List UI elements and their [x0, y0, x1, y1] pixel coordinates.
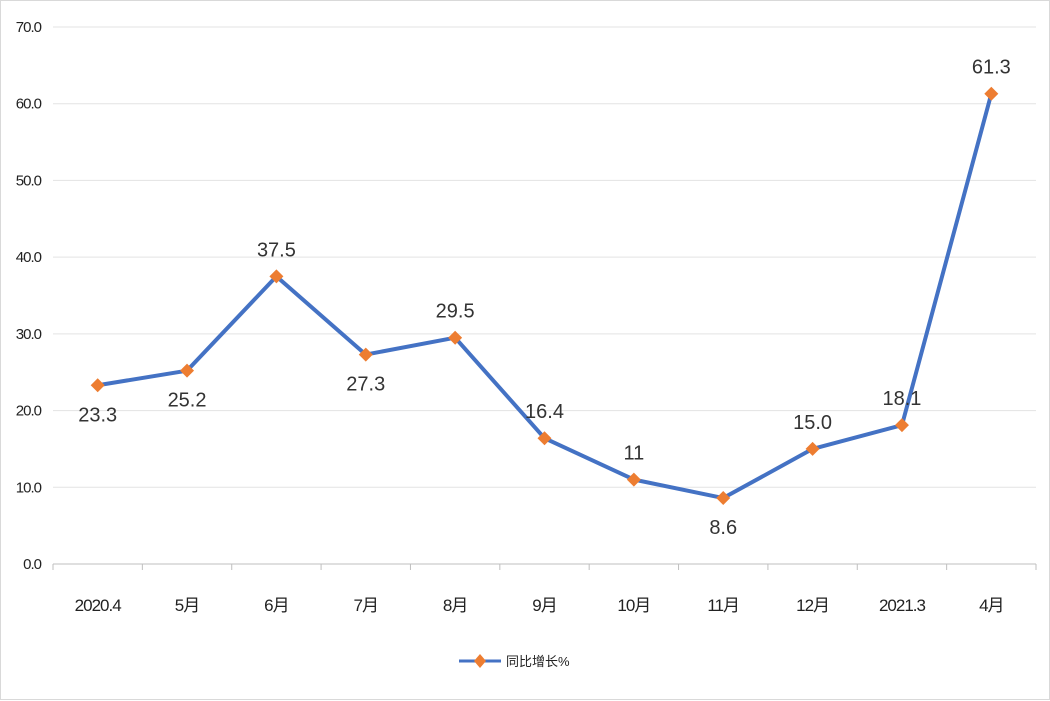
x-tick-label: 5月 — [175, 596, 199, 615]
data-point-marker — [984, 86, 999, 101]
data-point-marker — [358, 347, 373, 362]
data-point-marker — [448, 330, 463, 345]
y-tick-label: 50.0 — [16, 172, 42, 189]
x-tick-label: 10月 — [617, 596, 650, 615]
x-tick-label: 2021.3 — [879, 596, 926, 615]
data-point-marker — [180, 363, 195, 378]
data-label: 15.0 — [793, 412, 832, 434]
y-tick-label: 70.0 — [16, 19, 42, 36]
data-labels: 23.3 25.2 37.5 27.3 29.5 16.4 11 8.6 15.0 18.1 61.… — [78, 57, 1011, 539]
y-axis: 0.0 10.0 20.0 30.0 40.0 50.0 60.0 70.0 — [16, 19, 43, 573]
data-label: 61.3 — [972, 57, 1011, 79]
y-tick-label: 10.0 — [16, 479, 42, 496]
x-tick-label: 7月 — [354, 596, 378, 615]
x-tick-label: 9月 — [532, 596, 556, 615]
y-tick-label: 60.0 — [16, 96, 42, 113]
data-label: 29.5 — [436, 301, 475, 323]
data-label: 25.2 — [168, 390, 207, 412]
x-tick-label: 8月 — [443, 596, 467, 615]
series-line — [90, 86, 999, 506]
legend-marker-swatch — [474, 654, 486, 668]
data-label: 16.4 — [525, 401, 564, 423]
data-point-marker — [537, 431, 552, 446]
data-point-marker — [626, 472, 641, 487]
data-label: 27.3 — [346, 374, 385, 396]
legend: 同比增长% — [459, 654, 570, 669]
gridlines — [53, 26, 1036, 565]
legend-series-name: 同比增长% — [506, 654, 570, 669]
data-label: 18.1 — [882, 388, 921, 410]
data-point-marker — [90, 378, 105, 393]
data-label: 23.3 — [78, 404, 117, 426]
x-tick-label: 4月 — [979, 596, 1003, 615]
y-tick-label: 0.0 — [23, 556, 42, 573]
y-tick-label: 40.0 — [16, 249, 42, 266]
data-label: 8.6 — [709, 517, 737, 539]
x-tick-label: 11月 — [707, 596, 739, 615]
y-tick-label: 20.0 — [16, 403, 42, 420]
x-tick-label: 6月 — [264, 596, 288, 615]
data-point-marker — [716, 491, 731, 506]
x-tick-label: 12月 — [796, 596, 829, 615]
data-point-marker — [269, 269, 284, 284]
data-point-marker — [894, 418, 909, 433]
x-axis: 2020.4 5月 6月 7月 8月 9月 10月 11月 12月 2021.3 4月 — [52, 564, 1037, 615]
data-label: 37.5 — [257, 239, 296, 261]
data-point-marker — [805, 441, 820, 456]
y-tick-label: 30.0 — [16, 326, 42, 343]
data-label: 11 — [623, 443, 644, 465]
x-tick-label: 2020.4 — [75, 596, 122, 615]
